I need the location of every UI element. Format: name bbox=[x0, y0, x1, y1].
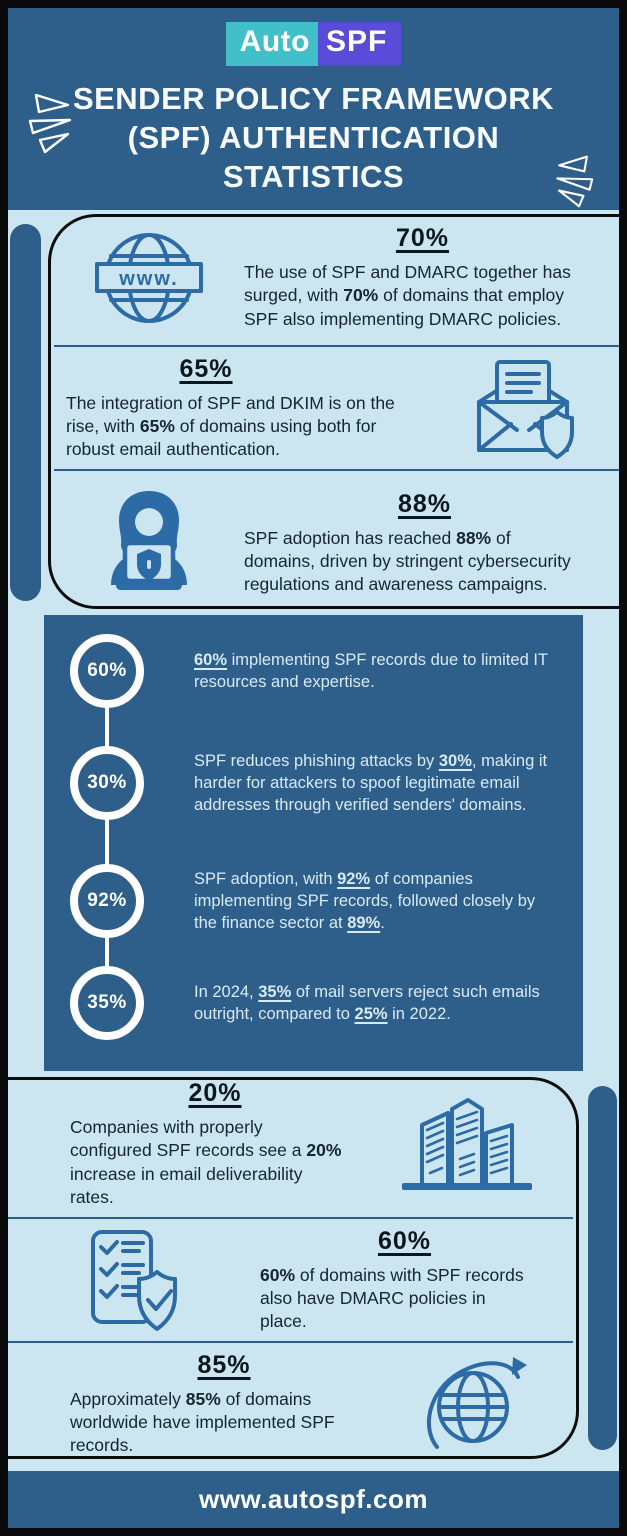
timeline-item-60: 60% 60% implementing SPF records due to … bbox=[44, 623, 583, 719]
stat-description: 60% of domains with SPF records also hav… bbox=[260, 1264, 524, 1332]
envelope-shield-icon bbox=[426, 356, 619, 460]
globe-arrow-icon bbox=[378, 1349, 573, 1459]
accent-bar-decoration bbox=[10, 224, 41, 601]
top-stats-group: www. 70% The use of SPF and DMARC togeth… bbox=[8, 210, 619, 615]
stat-row-deliverability: 20% Companies with properly configured S… bbox=[8, 1071, 573, 1217]
logo-spf-part: SPF bbox=[317, 22, 402, 66]
footer-link[interactable]: www.autospf.com bbox=[199, 1484, 428, 1514]
timeline-description: SPF adoption, with 92% of companies impl… bbox=[194, 869, 536, 933]
stat-description: The use of SPF and DMARC together has su… bbox=[244, 262, 571, 329]
logo-auto-part: Auto bbox=[225, 22, 318, 66]
timeline-connector-line bbox=[105, 671, 109, 1003]
timeline-circle: 35% bbox=[70, 966, 144, 1040]
timeline-description: SPF reduces phishing attacks by 30%, mak… bbox=[194, 751, 548, 815]
accent-bar-decoration bbox=[588, 1086, 617, 1450]
stat-percent: 88% bbox=[397, 489, 452, 518]
stat-description: Companies with properly configured SPF r… bbox=[70, 1116, 342, 1207]
timeline-section: 60% 60% implementing SPF records due to … bbox=[8, 615, 619, 1071]
stat-description: The integration of SPF and DKIM is on th… bbox=[66, 392, 395, 460]
stat-description: SPF adoption has reached 88% of domains,… bbox=[244, 527, 571, 595]
infographic-body: Auto SPF SENDER POLICY FRAMEWORK (SPF) AU… bbox=[8, 8, 619, 1528]
title-line-2: (SPF) AUTHENTICATION bbox=[127, 119, 500, 155]
header: Auto SPF SENDER POLICY FRAMEWORK (SPF) AU… bbox=[8, 8, 619, 210]
footer-gap bbox=[8, 1465, 619, 1471]
stat-row-worldwide: 85% Approximately 85% of domains worldwi… bbox=[8, 1341, 573, 1465]
www-label: www. bbox=[118, 268, 178, 290]
stat-row-spf-dkim: 65% The integration of SPF and DKIM is o… bbox=[54, 345, 619, 469]
timeline-item-92: 92% SPF adoption, with 92% of companies … bbox=[44, 847, 583, 955]
burst-decoration-icon bbox=[551, 154, 595, 208]
timeline-item-35: 35% In 2024, 35% of mail servers reject … bbox=[44, 955, 583, 1051]
autospf-logo: Auto SPF bbox=[225, 22, 402, 66]
stat-percent: 85% bbox=[197, 1350, 251, 1379]
timeline-item-30: 30% SPF reduces phishing attacks by 30%,… bbox=[44, 719, 583, 847]
timeline-description: 60% implementing SPF records due to limi… bbox=[194, 650, 548, 691]
www-globe-icon: www. bbox=[54, 226, 244, 330]
bottom-stats-group: 20% Companies with properly configured S… bbox=[8, 1071, 619, 1465]
buildings-icon bbox=[360, 1093, 573, 1195]
stat-percent: 60% bbox=[377, 1226, 432, 1255]
timeline-description: In 2024, 35% of mail servers reject such… bbox=[194, 982, 540, 1023]
person-laptop-icon bbox=[54, 487, 244, 599]
title-line-1: SENDER POLICY FRAMEWORK bbox=[72, 81, 555, 116]
stat-row-spf-adoption: 88% SPF adoption has reached 88% of doma… bbox=[54, 469, 619, 615]
stat-percent: 65% bbox=[179, 354, 233, 383]
title-line-3: STATISTICS bbox=[222, 158, 405, 194]
timeline-circle: 30% bbox=[70, 746, 144, 820]
page-title: SENDER POLICY FRAMEWORK (SPF) AUTHENTICA… bbox=[44, 80, 584, 196]
stat-description: Approximately 85% of domains worldwide h… bbox=[70, 1388, 335, 1456]
stat-percent: 70% bbox=[395, 224, 450, 253]
stat-percent: 20% bbox=[188, 1078, 242, 1107]
stat-row-spf-dmarc: www. 70% The use of SPF and DMARC togeth… bbox=[54, 210, 619, 345]
stat-row-dmarc-policies: 60% 60% of domains with SPF records also… bbox=[8, 1217, 573, 1341]
timeline-circle: 92% bbox=[70, 864, 144, 938]
timeline-circle: 60% bbox=[70, 634, 144, 708]
burst-decoration-icon bbox=[28, 92, 76, 154]
card-outline-decoration bbox=[8, 1077, 579, 1459]
footer-bar: www.autospf.com bbox=[8, 1471, 619, 1528]
checklist-shield-icon bbox=[24, 1224, 234, 1336]
timeline-panel: 60% 60% implementing SPF records due to … bbox=[44, 615, 583, 1071]
card-outline-decoration bbox=[48, 214, 619, 609]
